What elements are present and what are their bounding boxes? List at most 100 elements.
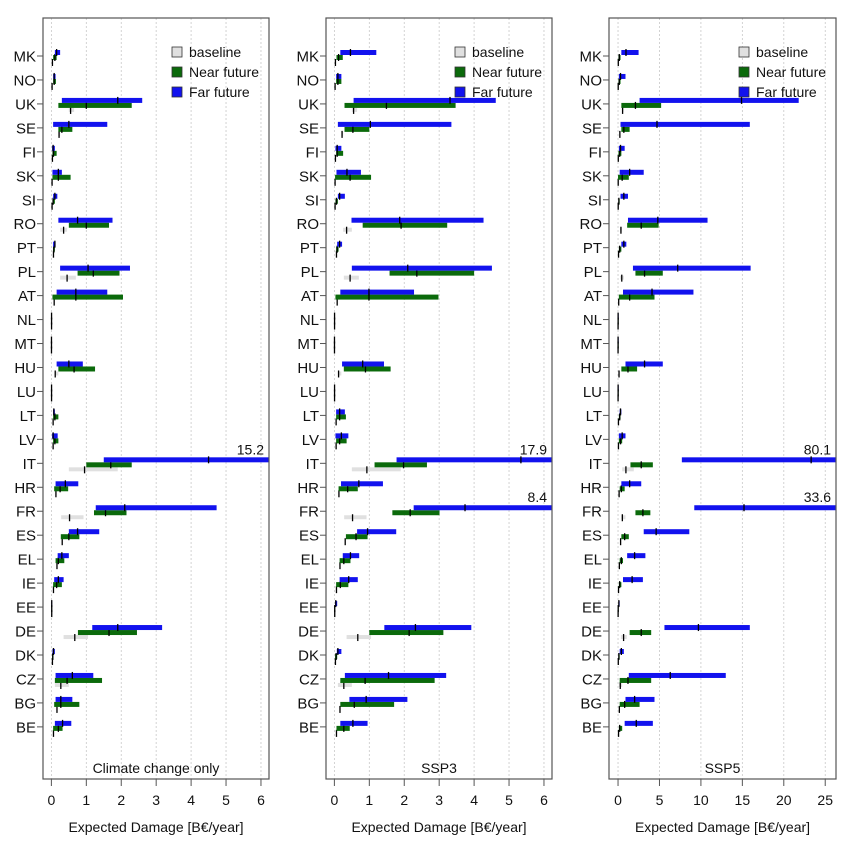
country-label: SK bbox=[582, 168, 602, 185]
range-bar-baseline-IT bbox=[68, 467, 118, 472]
range-bar-far-future-AT bbox=[623, 289, 694, 295]
range-bar-baseline-PL bbox=[343, 275, 359, 280]
country-label: IE bbox=[22, 576, 36, 593]
range-bar-near-future-BE bbox=[618, 725, 623, 731]
range-bar-far-future-MK bbox=[340, 50, 377, 55]
range-bar-near-future-SK bbox=[335, 174, 372, 180]
x-axis-label: Expected Damage [B€/year] bbox=[351, 819, 526, 835]
country-label: LV bbox=[302, 432, 319, 449]
country-label: RO bbox=[580, 216, 603, 233]
range-bar-far-future-HR bbox=[621, 481, 642, 487]
x-tick-label: 5 bbox=[222, 792, 230, 808]
country-label: PL bbox=[18, 264, 36, 281]
x-axis-label: Expected Damage [B€/year] bbox=[635, 819, 810, 835]
x-tick-label: 1 bbox=[365, 792, 373, 808]
country-label: SE bbox=[582, 120, 602, 137]
x-tick-label: 6 bbox=[257, 792, 265, 808]
x-tick-label: 0 bbox=[47, 792, 55, 808]
x-tick-label: 3 bbox=[435, 792, 443, 808]
range-bar-far-future-BG bbox=[625, 696, 655, 702]
range-bar-far-future-SE bbox=[337, 121, 452, 127]
country-label: FI bbox=[306, 144, 319, 161]
plot-frame bbox=[608, 17, 837, 780]
country-label: HR bbox=[14, 480, 36, 497]
range-bar-near-future-SK bbox=[52, 174, 71, 180]
range-bar-far-future-BE bbox=[340, 720, 368, 726]
country-label: ES bbox=[299, 528, 319, 545]
range-bar-near-future-DE bbox=[369, 630, 444, 636]
range-bar-near-future-AT bbox=[335, 294, 439, 300]
range-bar-far-future-ES bbox=[357, 529, 397, 535]
country-label: PT bbox=[300, 240, 319, 257]
x-tick-label: 2 bbox=[400, 792, 408, 808]
country-label: BE bbox=[582, 719, 602, 736]
legend-swatch bbox=[171, 66, 183, 78]
range-bar-far-future-DK bbox=[336, 649, 342, 654]
country-label: LT bbox=[20, 408, 36, 425]
range-bar-near-future-FR bbox=[392, 510, 440, 516]
range-bar-baseline-CZ bbox=[54, 682, 69, 687]
country-label: PT bbox=[583, 240, 602, 257]
country-label: EE bbox=[16, 600, 36, 617]
range-bar-near-future-FR bbox=[93, 510, 127, 516]
country-label: RO bbox=[14, 216, 37, 233]
x-tick-label: 6 bbox=[540, 792, 548, 808]
range-bar-near-future-BG bbox=[619, 701, 640, 707]
country-label: AT bbox=[584, 288, 602, 305]
country-label: SI bbox=[305, 192, 319, 209]
country-label: LT bbox=[586, 408, 602, 425]
range-bar-baseline-HU bbox=[337, 371, 342, 376]
legend-swatch bbox=[738, 66, 750, 78]
range-bar-near-future-DE bbox=[629, 630, 652, 636]
range-bar-far-future-HR bbox=[55, 481, 79, 487]
country-label: AT bbox=[18, 288, 36, 305]
range-bar-near-future-UK bbox=[58, 102, 132, 108]
plot-frame bbox=[42, 17, 270, 780]
country-label: HU bbox=[14, 360, 36, 377]
country-label: NO bbox=[14, 72, 37, 89]
range-bar-baseline-DE bbox=[63, 635, 89, 640]
range-bar-baseline-DE bbox=[346, 635, 372, 640]
range-bar-near-future-PL bbox=[77, 270, 120, 276]
range-bar-near-future-RO bbox=[627, 222, 659, 228]
range-bar-near-future-AT bbox=[52, 294, 123, 300]
range-bar-near-future-IE bbox=[53, 582, 62, 588]
country-label: NO bbox=[297, 72, 320, 89]
range-bar-near-future-ES bbox=[60, 534, 80, 540]
range-bar-near-future-PL bbox=[635, 270, 663, 276]
range-bar-far-future-DE bbox=[384, 625, 472, 631]
x-axis-label: Expected Damage [B€/year] bbox=[68, 819, 243, 835]
country-label: BE bbox=[16, 719, 36, 736]
range-bar-baseline-CZ bbox=[337, 682, 352, 687]
country-label: SK bbox=[16, 168, 36, 185]
legend-swatch bbox=[454, 66, 466, 78]
country-label: NL bbox=[300, 312, 319, 329]
overflow-value-label: 33.6 bbox=[804, 489, 831, 505]
x-tick-label: 5 bbox=[656, 792, 664, 808]
range-bar-far-future-BE bbox=[624, 720, 653, 726]
range-bar-near-future-DE bbox=[77, 630, 137, 636]
country-label: LU bbox=[17, 384, 36, 401]
country-label: UK bbox=[15, 96, 36, 113]
range-bar-near-future-IE bbox=[336, 582, 349, 588]
overflow-value-label: 15.2 bbox=[237, 441, 264, 457]
country-label: IE bbox=[305, 576, 319, 593]
legend-label: baseline bbox=[189, 44, 241, 60]
range-bar-far-future-RO bbox=[58, 217, 113, 223]
country-label: MK bbox=[580, 49, 603, 66]
x-tick-label: 25 bbox=[817, 792, 833, 808]
range-bar-near-future-IT bbox=[86, 462, 132, 468]
range-bar-far-future-AT bbox=[340, 289, 415, 295]
country-label: IT bbox=[23, 456, 36, 473]
range-bar-far-future-ES bbox=[68, 529, 100, 535]
legend-label: baseline bbox=[472, 44, 524, 60]
legend-label: Near future bbox=[472, 64, 542, 80]
range-bar-far-future-SE bbox=[620, 121, 750, 127]
range-bar-near-future-MK bbox=[336, 55, 343, 60]
country-label: DK bbox=[581, 648, 602, 665]
legend-swatch bbox=[454, 46, 466, 58]
panel-3: 0 5 10 15 20 25 Expected Damage [B€/year] SSP5 M… bbox=[580, 17, 837, 835]
range-bar-near-future-BE bbox=[336, 725, 350, 731]
range-bar-baseline-RO bbox=[343, 227, 352, 232]
range-bar-far-future-DE bbox=[92, 625, 163, 631]
